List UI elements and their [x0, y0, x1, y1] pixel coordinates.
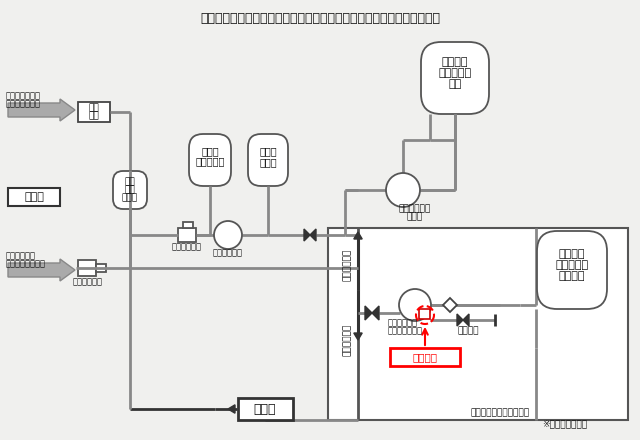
Polygon shape	[8, 99, 75, 121]
FancyBboxPatch shape	[248, 134, 288, 186]
Text: ほう酸濃: ほう酸濃	[559, 249, 585, 259]
Text: （２号機側）: （２号機側）	[342, 249, 351, 281]
Bar	[96, 264, 106, 272]
Text: ２号: ２号	[449, 79, 461, 89]
Bar	[238, 398, 293, 420]
Polygon shape	[443, 298, 457, 312]
Polygon shape	[365, 306, 372, 320]
Text: ポンプ: ポンプ	[407, 213, 423, 221]
Polygon shape	[354, 232, 362, 239]
Bar	[78, 260, 96, 276]
Text: 浄化: 浄化	[88, 103, 99, 113]
Text: 縮液タンク: 縮液タンク	[556, 260, 589, 270]
Text: ほう酸ポンプ: ほう酸ポンプ	[213, 249, 243, 257]
FancyBboxPatch shape	[421, 42, 489, 114]
Text: 装置: 装置	[88, 111, 99, 121]
Text: ドレン弁: ドレン弁	[457, 326, 479, 335]
Text: 体積: 体積	[125, 177, 136, 187]
Text: １次冷却系より: １次冷却系より	[6, 92, 41, 100]
Polygon shape	[457, 314, 463, 326]
Bar	[178, 228, 196, 242]
Text: ほう酸: ほう酸	[259, 146, 277, 156]
Text: （抽出ライン）: （抽出ライン）	[6, 99, 41, 109]
Text: ほう酸濃縮液: ほう酸濃縮液	[399, 205, 431, 213]
FancyBboxPatch shape	[113, 171, 147, 209]
Polygon shape	[463, 314, 469, 326]
Bar	[419, 309, 430, 319]
Bar	[78, 102, 110, 122]
Text: １号機: １号機	[253, 403, 276, 415]
Bar	[183, 222, 193, 228]
Bar	[390, 348, 460, 366]
Text: 純水タンク: 純水タンク	[195, 156, 225, 166]
Text: １次冷却系へ: １次冷却系へ	[6, 252, 36, 260]
Polygon shape	[8, 259, 75, 281]
Circle shape	[214, 221, 242, 249]
Polygon shape	[304, 229, 310, 241]
Text: ２号機: ２号機	[24, 192, 44, 202]
Circle shape	[399, 289, 431, 321]
Text: （共用）: （共用）	[559, 271, 585, 281]
Polygon shape	[310, 229, 316, 241]
Text: 当該箇所: 当該箇所	[413, 352, 438, 362]
Text: ポンプ（共用）: ポンプ（共用）	[388, 326, 423, 335]
Circle shape	[386, 173, 420, 207]
Bar	[328, 228, 628, 420]
Bar	[8, 188, 60, 206]
Text: （１，２号機共用設備）: （１，２号機共用設備）	[470, 408, 529, 418]
Text: （１号機側）: （１号機側）	[342, 324, 351, 356]
Text: （充てんライン）: （充てんライン）	[6, 260, 46, 268]
Text: 伊方発電所　ほう酸濃縮液ポンプ（１，２号機共用）まわり概略系統図: 伊方発電所 ほう酸濃縮液ポンプ（１，２号機共用）まわり概略系統図	[200, 12, 440, 25]
Text: ほう酸混合器: ほう酸混合器	[172, 242, 202, 252]
Text: ※２号機側に設置: ※２号機側に設置	[543, 419, 588, 429]
Polygon shape	[354, 333, 362, 340]
Text: ほう酸濃: ほう酸濃	[442, 57, 468, 67]
Text: 縮液タンク: 縮液タンク	[438, 68, 472, 78]
FancyBboxPatch shape	[189, 134, 231, 186]
Text: タンク: タンク	[259, 157, 277, 167]
Text: ほう酸濃縮液: ほう酸濃縮液	[388, 319, 418, 327]
Text: タンク: タンク	[122, 194, 138, 202]
FancyBboxPatch shape	[537, 231, 607, 309]
Polygon shape	[228, 405, 235, 413]
Text: 制御: 制御	[125, 186, 136, 194]
Polygon shape	[372, 306, 379, 320]
Text: １次系: １次系	[201, 146, 219, 156]
Text: 充てんポンプ: 充てんポンプ	[73, 278, 103, 286]
